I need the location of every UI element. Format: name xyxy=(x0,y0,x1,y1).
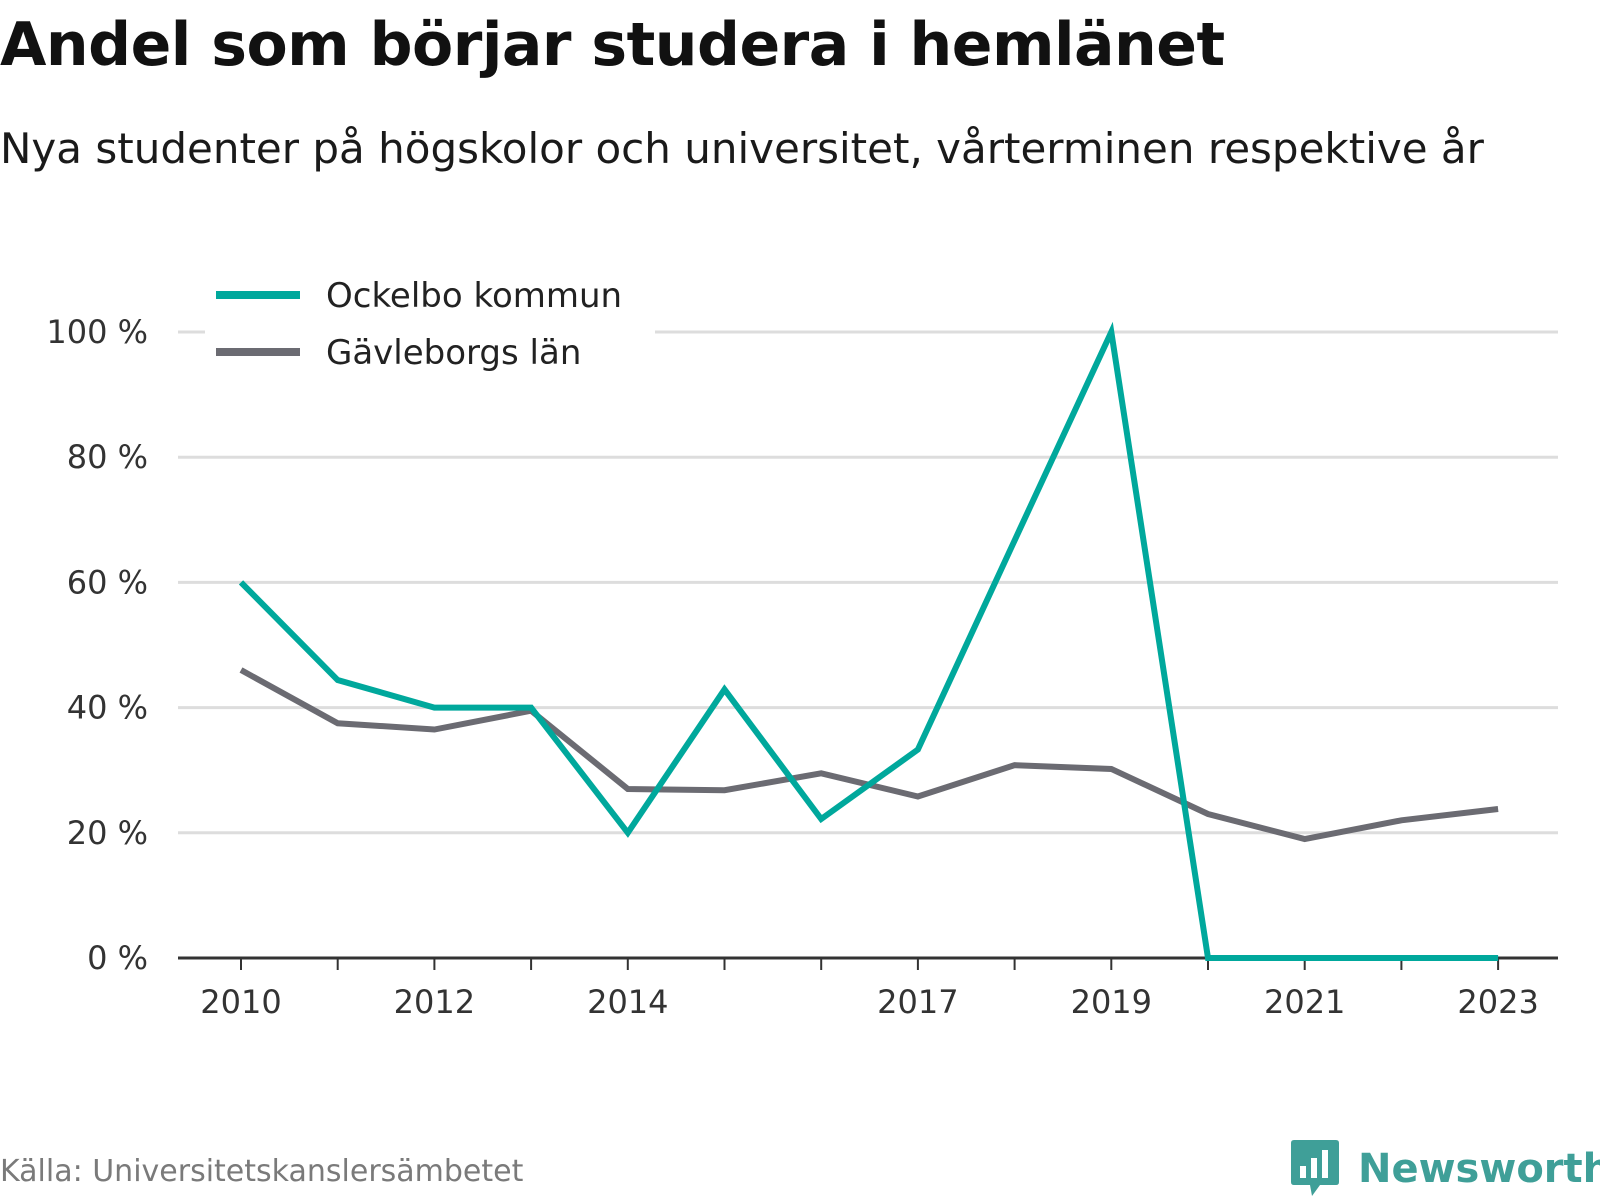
y-tick-label: 60 % xyxy=(67,563,148,601)
x-tick-label: 2019 xyxy=(1071,983,1152,1021)
x-tick-label: 2012 xyxy=(394,983,475,1021)
chart-title: Andel som börjar studera i hemlänet xyxy=(0,10,1225,80)
x-tick-label: 2021 xyxy=(1264,983,1345,1021)
brand-logo: Newsworthy xyxy=(1290,1138,1600,1200)
y-tick-label: 100 % xyxy=(46,313,148,351)
series-line-gavleborg xyxy=(239,667,1499,843)
series-line-ockelbo xyxy=(238,321,1499,961)
legend-label-gavleborg[interactable]: Gävleborgs län xyxy=(326,333,581,373)
legend-background xyxy=(205,270,655,382)
y-tick-label: 80 % xyxy=(67,438,148,476)
series-lines xyxy=(238,321,1499,961)
legend-label-ockelbo[interactable]: Ockelbo kommun xyxy=(326,276,622,316)
brand-name: Newsworthy xyxy=(1358,1146,1600,1192)
y-tick-label: 20 % xyxy=(67,814,148,852)
source-note: Källa: Universitetskanslersämbetet xyxy=(0,1154,524,1189)
line-chart: 0 %20 %40 %60 %80 %100 % 2010 2012 2014 201… xyxy=(46,270,1558,1021)
gridlines xyxy=(178,330,1558,835)
x-tick-label: 2010 xyxy=(200,983,281,1021)
y-tick-label: 0 % xyxy=(87,939,148,977)
x-tick-label: 2014 xyxy=(587,983,668,1021)
x-tick-label: 2023 xyxy=(1457,983,1538,1021)
bar-chart-speech-bubble-icon xyxy=(1291,1140,1339,1196)
y-tick-label: 40 % xyxy=(67,689,148,727)
y-axis-tick-labels: 0 % 20 % 40 % 60 % 80 % 100 % xyxy=(46,313,148,977)
legend: Ockelbo kommun Gävleborgs län xyxy=(205,270,655,382)
chart-subtitle: Nya studenter på högskolor och universit… xyxy=(0,124,1484,173)
x-axis: 2010 2012 2014 2017 2019 2021 2023 xyxy=(178,956,1558,1021)
x-tick-label: 2017 xyxy=(877,983,958,1021)
